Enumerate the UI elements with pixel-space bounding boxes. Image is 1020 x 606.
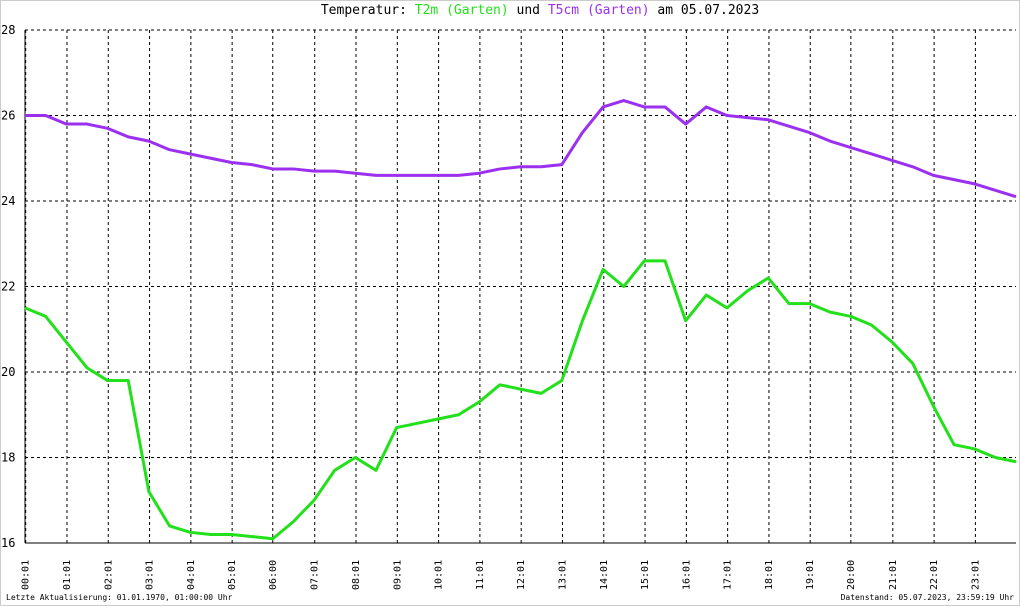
x-tick-label: 12:01 bbox=[516, 560, 527, 590]
x-tick-label: 17:01 bbox=[723, 560, 734, 590]
y-tick-label: 18 bbox=[1, 451, 15, 465]
x-tick-label: 01:01 bbox=[62, 560, 73, 590]
title-part: Temperatur: bbox=[321, 3, 407, 18]
x-tick-label: 03:01 bbox=[145, 560, 156, 590]
x-tick-label: 20:00 bbox=[846, 560, 857, 590]
x-tick-label: 06:00 bbox=[268, 560, 279, 590]
x-tick-label: 04:01 bbox=[186, 560, 197, 590]
x-tick-label: 23:01 bbox=[970, 560, 981, 590]
footer-right: Datenstand: 05.07.2023, 23:59:19 Uhr bbox=[841, 593, 1015, 602]
y-tick-label: 28 bbox=[1, 23, 15, 37]
series-line bbox=[24, 259, 1017, 541]
footer-left: Letzte Aktualisierung: 01.01.1970, 01:00… bbox=[6, 593, 233, 602]
x-tick-label: 15:01 bbox=[640, 560, 651, 590]
x-tick-label: 19:01 bbox=[805, 560, 816, 590]
x-tick-label: 10:01 bbox=[434, 560, 445, 590]
x-tick-label: 13:01 bbox=[557, 560, 568, 590]
y-tick-label: 26 bbox=[1, 109, 15, 123]
title-series: T2m (Garten) bbox=[415, 3, 509, 18]
y-tick-label: 24 bbox=[1, 194, 15, 208]
x-tick-label: 00:01 bbox=[21, 560, 32, 590]
x-tick-label: 11:01 bbox=[475, 560, 486, 590]
x-tick-label: 09:01 bbox=[392, 560, 403, 590]
x-tick-label: 14:01 bbox=[599, 560, 610, 590]
x-tick-label: 18:01 bbox=[764, 560, 775, 590]
chart-title: Temperatur: T2m (Garten) und T5cm (Garte… bbox=[321, 3, 759, 18]
x-tick-label: 16:01 bbox=[681, 560, 692, 590]
x-tick-label: 02:01 bbox=[103, 560, 114, 590]
x-tick-label: 07:01 bbox=[310, 560, 321, 590]
title-part: am 05.07.2023 bbox=[657, 3, 759, 18]
y-tick-label: 20 bbox=[1, 365, 15, 379]
y-tick-label: 16 bbox=[1, 536, 15, 550]
title-series: T5cm (Garten) bbox=[548, 3, 650, 18]
x-tick-label: 21:01 bbox=[888, 560, 899, 590]
x-tick-label: 08:01 bbox=[351, 560, 362, 590]
series-line bbox=[25, 99, 1017, 199]
title-part: und bbox=[517, 3, 540, 18]
x-tick-label: 22:01 bbox=[929, 560, 940, 590]
y-tick-label: 22 bbox=[1, 280, 15, 294]
x-tick-label: 05:01 bbox=[227, 560, 238, 590]
